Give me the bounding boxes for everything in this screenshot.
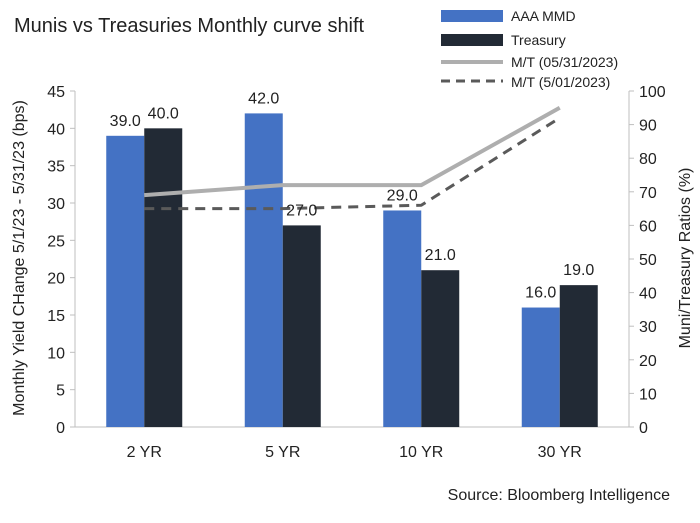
- bar-aaa-mmd: [383, 210, 422, 427]
- data-label-aaa-mmd: 16.0: [525, 285, 556, 302]
- legend-label-mt-0531: M/T (05/31/2023): [511, 54, 618, 70]
- chart-title: Munis vs Treasuries Monthly curve shift: [14, 15, 365, 37]
- source-note: Source: Bloomberg Intelligence: [448, 487, 670, 504]
- y-right-tick-label: 70: [639, 185, 657, 202]
- data-label-treasury: 19.0: [563, 262, 594, 279]
- y-right-tick-label: 90: [639, 118, 657, 135]
- bar-treasury: [144, 128, 183, 428]
- y-left-tick-label: 15: [47, 308, 65, 325]
- data-label-aaa-mmd: 29.0: [387, 187, 418, 204]
- y-right-tick-label: 60: [639, 218, 657, 235]
- y-left-tick-label: 5: [56, 383, 65, 400]
- plot-area: 0 5 10 15 20 25 30 35 40 45 0 10 20 30 40 50 60 70 80 90 100…: [47, 84, 666, 461]
- bar-treasury: [282, 225, 321, 427]
- y-axis-right-title: Muni/Treasury Ratios (%): [677, 168, 694, 349]
- y-left-tick-label: 35: [47, 159, 65, 176]
- legend-swatch-treasury: [441, 34, 503, 46]
- bar-aaa-mmd: [106, 135, 145, 428]
- y-right-tick-label: 10: [639, 386, 657, 403]
- legend-label-aaa-mmd: AAA MMD: [511, 8, 576, 24]
- y-left-tick-label: 20: [47, 271, 65, 288]
- data-label-aaa-mmd: 39.0: [110, 113, 141, 130]
- data-label-treasury: 21.0: [425, 247, 456, 264]
- x-tick-label: 2 YR: [127, 444, 162, 461]
- y-right-tick-label: 40: [639, 286, 657, 303]
- y-left-tick-label: 45: [47, 84, 65, 101]
- legend-label-treasury: Treasury: [511, 32, 566, 48]
- data-label-treasury: 27.0: [286, 202, 317, 219]
- y-right-tick-label: 20: [639, 353, 657, 370]
- y-left-tick-label: 10: [47, 345, 65, 362]
- bar-aaa-mmd: [521, 307, 560, 427]
- y-axis-left-title: Monthly Yield CHange 5/1/23 - 5/31/23 (b…: [11, 100, 28, 416]
- line-m-t-05-31-2023-: [144, 106, 561, 198]
- legend: AAA MMD Treasury M/T (05/31/2023) M/T (5…: [441, 8, 618, 90]
- y-left-tick-label: 25: [47, 233, 65, 250]
- y-right-tick-label: 80: [639, 151, 657, 168]
- y-right-tick-label: 50: [639, 252, 657, 269]
- y-left-tick-label: 30: [47, 196, 65, 213]
- y-left-tick-label: 0: [56, 420, 65, 437]
- line-m-t-5-01-2023-: [144, 116, 561, 211]
- bar-treasury: [559, 285, 598, 427]
- x-tick-label: 5 YR: [265, 444, 300, 461]
- x-tick-label: 10 YR: [399, 444, 443, 461]
- bar-aaa-mmd: [244, 113, 283, 428]
- y-right-tick-label: 30: [639, 319, 657, 336]
- y-right-tick-label: 0: [639, 420, 648, 437]
- legend-label-mt-0501: M/T (5/01/2023): [511, 74, 610, 90]
- data-label-treasury: 40.0: [148, 105, 179, 122]
- x-tick-label: 30 YR: [538, 444, 582, 461]
- y-right-tick-label: 100: [639, 84, 666, 101]
- legend-swatch-aaa-mmd: [441, 10, 503, 22]
- y-left-tick-label: 40: [47, 121, 65, 138]
- bar-treasury: [421, 270, 460, 427]
- data-label-aaa-mmd: 42.0: [248, 90, 279, 107]
